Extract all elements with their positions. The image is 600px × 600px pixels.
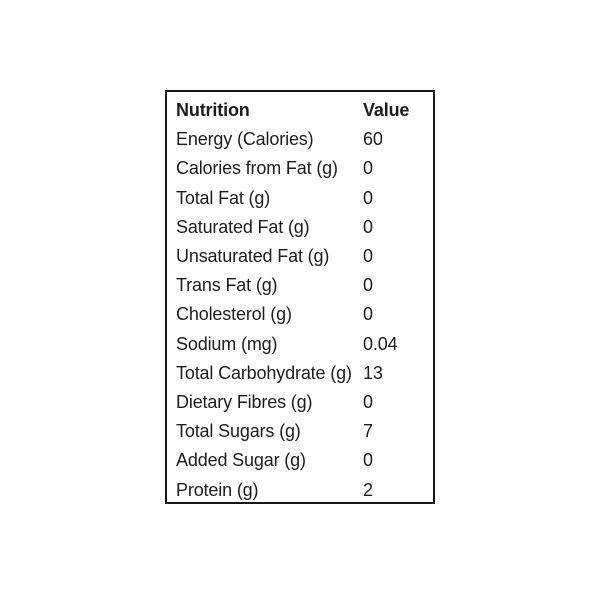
table-row: Saturated Fat (g) 0: [176, 213, 433, 242]
table-row: Unsaturated Fat (g) 0: [176, 242, 433, 271]
table-row: Protein (g) 2: [176, 475, 433, 502]
nutrient-name: Total Fat (g): [176, 187, 271, 208]
nutrient-name: Total Sugars (g): [176, 421, 301, 442]
nutrient-name: Cholesterol (g): [176, 304, 292, 325]
nutrient-name: Sodium (mg): [176, 333, 278, 354]
nutrient-value: 0: [363, 450, 373, 471]
nutrient-value: 7: [363, 421, 373, 442]
nutrient-value: 13: [363, 362, 383, 383]
table-row: Energy (Calories) 60: [176, 125, 433, 154]
nutrient-value: 0: [363, 304, 373, 325]
table-body: Energy (Calories) 60 Calories from Fat (g)…: [176, 125, 433, 502]
nutrient-name: Total Carbohydrate (g): [176, 362, 352, 383]
nutrient-value: 0: [363, 158, 373, 179]
table-header-row: Nutrition Value: [176, 96, 433, 125]
nutrient-value: 0: [363, 246, 373, 267]
nutrition-table: Nutrition Value Energy (Calories) 60 Calor…: [165, 90, 435, 504]
table-row: Calories from Fat (g) 0: [176, 154, 433, 183]
table-row: Total Sugars (g) 7: [176, 417, 433, 446]
nutrient-name: Unsaturated Fat (g): [176, 246, 330, 267]
nutrient-value: 0: [363, 216, 373, 237]
table-row: Total Fat (g) 0: [176, 184, 433, 213]
table-row: Trans Fat (g) 0: [176, 271, 433, 300]
nutrient-name: Protein (g): [176, 479, 259, 500]
table-row: Dietary Fibres (g) 0: [176, 388, 433, 417]
nutrient-name: Trans Fat (g): [176, 275, 278, 296]
nutrient-value: 60: [363, 129, 383, 150]
nutrient-name: Dietary Fibres (g): [176, 391, 313, 412]
nutrient-value: 2: [363, 479, 373, 500]
column-header-value: Value: [363, 100, 410, 121]
nutrient-name: Added Sugar (g): [176, 450, 306, 471]
nutrient-name: Calories from Fat (g): [176, 158, 338, 179]
nutrient-name: Energy (Calories): [176, 129, 314, 150]
table-row: Sodium (mg) 0.04: [176, 330, 433, 359]
nutrient-value: 0: [363, 187, 373, 208]
nutrient-value: 0.04: [363, 333, 398, 354]
nutrient-value: 0: [363, 391, 373, 412]
column-header-nutrition: Nutrition: [176, 100, 250, 121]
table-row: Added Sugar (g) 0: [176, 446, 433, 475]
nutrient-value: 0: [363, 275, 373, 296]
table-row: Total Carbohydrate (g) 13: [176, 359, 433, 388]
nutrient-name: Saturated Fat (g): [176, 216, 310, 237]
table-row: Cholesterol (g) 0: [176, 300, 433, 329]
